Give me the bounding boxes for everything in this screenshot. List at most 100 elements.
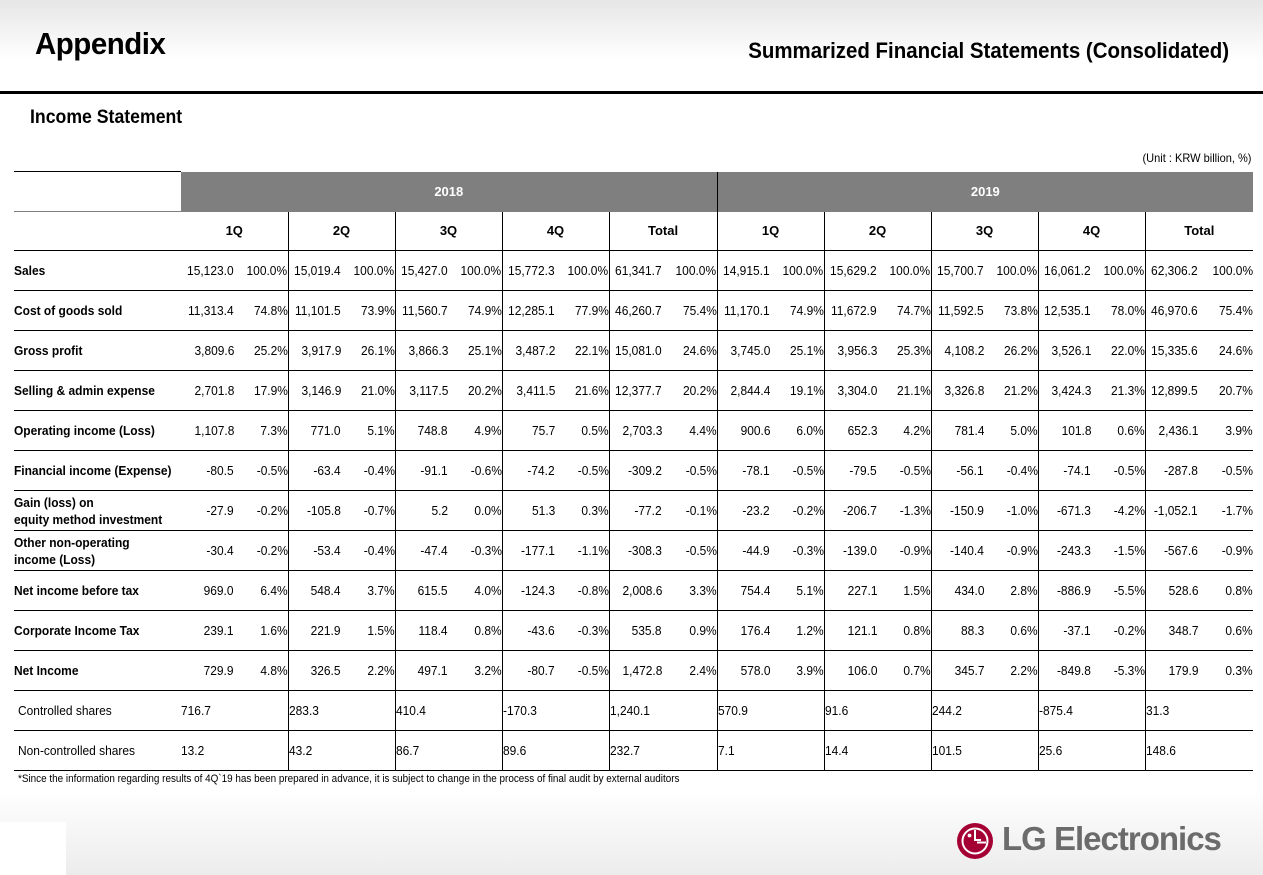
percent-cell: 73.9% bbox=[341, 290, 396, 331]
table-row: Corporate Income Tax 239.1 1.6% 221.9 1.5% 11… bbox=[14, 610, 1254, 651]
value-cell: -91.1 bbox=[395, 450, 448, 491]
value-cell: 7.1 bbox=[717, 730, 825, 771]
value-text: 5.2 bbox=[431, 503, 448, 518]
value-cell: 13.2 bbox=[181, 730, 289, 771]
value-text: 148.6 bbox=[1145, 743, 1176, 758]
row-label: Net income before tax bbox=[14, 570, 181, 611]
value-text: 106.0 bbox=[847, 663, 878, 678]
value-cell: -44.9 bbox=[717, 530, 771, 571]
value-text: 88.3 bbox=[960, 623, 985, 638]
value-cell: 179.9 bbox=[1145, 650, 1199, 691]
table-row: Controlled shares 716.7 283.3 410.4 -170.3 1,… bbox=[14, 690, 1254, 731]
percent-cell: 26.1% bbox=[341, 330, 396, 371]
value-text: -567.6 bbox=[1164, 543, 1199, 558]
value-text: 900.6 bbox=[740, 423, 771, 438]
percent-cell: -0.3% bbox=[770, 530, 825, 571]
value-text: 62,306.2 bbox=[1151, 263, 1199, 278]
value-cell: -74.2 bbox=[502, 450, 555, 491]
percent-cell: 0.0% bbox=[448, 490, 503, 531]
value-cell: 748.8 bbox=[395, 410, 448, 451]
percent-text: 1.6% bbox=[260, 623, 288, 638]
percent-text: 25.1% bbox=[467, 343, 502, 358]
percent-text: -0.6% bbox=[470, 463, 502, 478]
value-cell: -124.3 bbox=[502, 570, 555, 611]
value-text: -80.5 bbox=[206, 463, 234, 478]
percent-cell: 0.9% bbox=[662, 610, 718, 651]
value-text: 3,146.9 bbox=[301, 383, 341, 398]
percent-text: 100.0% bbox=[782, 263, 824, 278]
value-cell: 3,304.0 bbox=[824, 370, 878, 411]
row-label: Net Income bbox=[14, 650, 181, 691]
value-cell: -80.7 bbox=[502, 650, 555, 691]
percent-text: -0.4% bbox=[1006, 463, 1038, 478]
value-text: 3,809.6 bbox=[194, 343, 234, 358]
value-text: 11,170.1 bbox=[724, 303, 771, 318]
value-text: -177.1 bbox=[521, 543, 555, 558]
value-text: 3,424.3 bbox=[1051, 383, 1092, 398]
row-label: Gain (loss) on equity method investment bbox=[14, 490, 181, 531]
percent-cell: -0.5% bbox=[877, 450, 932, 491]
value-cell: -140.4 bbox=[931, 530, 985, 571]
percent-text: -0.9% bbox=[1006, 543, 1038, 558]
percent-cell: 74.7% bbox=[877, 290, 932, 331]
percent-text: 1.5% bbox=[903, 583, 931, 598]
value-text: 3,745.0 bbox=[730, 343, 771, 358]
quarter-header: 3Q bbox=[395, 211, 503, 251]
value-cell: 283.3 bbox=[288, 690, 396, 731]
percent-text: 26.1% bbox=[360, 343, 395, 358]
value-cell: 2,703.3 bbox=[609, 410, 662, 451]
percent-text: 19.1% bbox=[789, 383, 824, 398]
percent-text: 4.9% bbox=[474, 423, 502, 438]
quarter-header: Total bbox=[609, 211, 718, 251]
value-cell: 221.9 bbox=[288, 610, 341, 651]
percent-cell: -5.5% bbox=[1091, 570, 1146, 611]
percent-text: 1.5% bbox=[367, 623, 395, 638]
row-label-text: Other non-operating bbox=[14, 534, 130, 550]
value-cell: 12,377.7 bbox=[609, 370, 662, 411]
value-cell: 12,899.5 bbox=[1145, 370, 1199, 411]
value-cell: -56.1 bbox=[931, 450, 985, 491]
value-text: -56.1 bbox=[956, 463, 985, 478]
percent-text: 3.7% bbox=[367, 583, 395, 598]
value-cell: -886.9 bbox=[1038, 570, 1092, 611]
percent-text: -4.2% bbox=[1113, 503, 1145, 518]
value-text: 221.9 bbox=[311, 623, 341, 638]
percent-text: 4.2% bbox=[903, 423, 931, 438]
value-text: 244.2 bbox=[931, 703, 962, 718]
value-cell: -53.4 bbox=[288, 530, 341, 571]
percent-text: -1.3% bbox=[899, 503, 931, 518]
value-text: 13.2 bbox=[181, 743, 205, 758]
percent-cell: -0.4% bbox=[341, 530, 396, 571]
value-text: 748.8 bbox=[418, 423, 448, 438]
value-text: 2,703.3 bbox=[622, 423, 662, 438]
value-text: -875.4 bbox=[1038, 703, 1073, 718]
percent-cell: 21.1% bbox=[877, 370, 932, 411]
percent-cell: 19.1% bbox=[770, 370, 825, 411]
percent-cell: -0.2% bbox=[234, 490, 289, 531]
value-text: 729.9 bbox=[204, 663, 234, 678]
value-cell: -79.5 bbox=[824, 450, 878, 491]
value-cell: 11,560.7 bbox=[395, 290, 448, 331]
percent-text: 21.0% bbox=[360, 383, 395, 398]
percent-text: 21.1% bbox=[896, 383, 931, 398]
value-cell: 11,592.5 bbox=[931, 290, 985, 331]
value-text: 15,335.6 bbox=[1151, 343, 1199, 358]
value-cell: 15,772.3 bbox=[502, 250, 555, 291]
value-text: 969.0 bbox=[204, 583, 234, 598]
percent-text: -0.5% bbox=[1221, 463, 1254, 478]
percent-cell: 74.9% bbox=[770, 290, 825, 331]
percent-text: -1.0% bbox=[1006, 503, 1038, 518]
percent-cell: 1.5% bbox=[341, 610, 396, 651]
percent-text: -0.3% bbox=[577, 623, 609, 638]
value-cell: 15,427.0 bbox=[395, 250, 448, 291]
value-text: 771.0 bbox=[311, 423, 341, 438]
value-text: 86.7 bbox=[395, 743, 419, 758]
value-cell: 118.4 bbox=[395, 610, 448, 651]
percent-cell: 5.1% bbox=[770, 570, 825, 611]
value-cell: 3,146.9 bbox=[288, 370, 341, 411]
percent-text: 100.0% bbox=[567, 263, 609, 278]
percent-cell: 74.9% bbox=[448, 290, 503, 331]
percent-text: -0.3% bbox=[470, 543, 502, 558]
table-row: Net Income 729.9 4.8% 326.5 2.2% 497.1 3.2% -80… bbox=[14, 650, 1254, 691]
percent-text: 2.4% bbox=[689, 663, 717, 678]
